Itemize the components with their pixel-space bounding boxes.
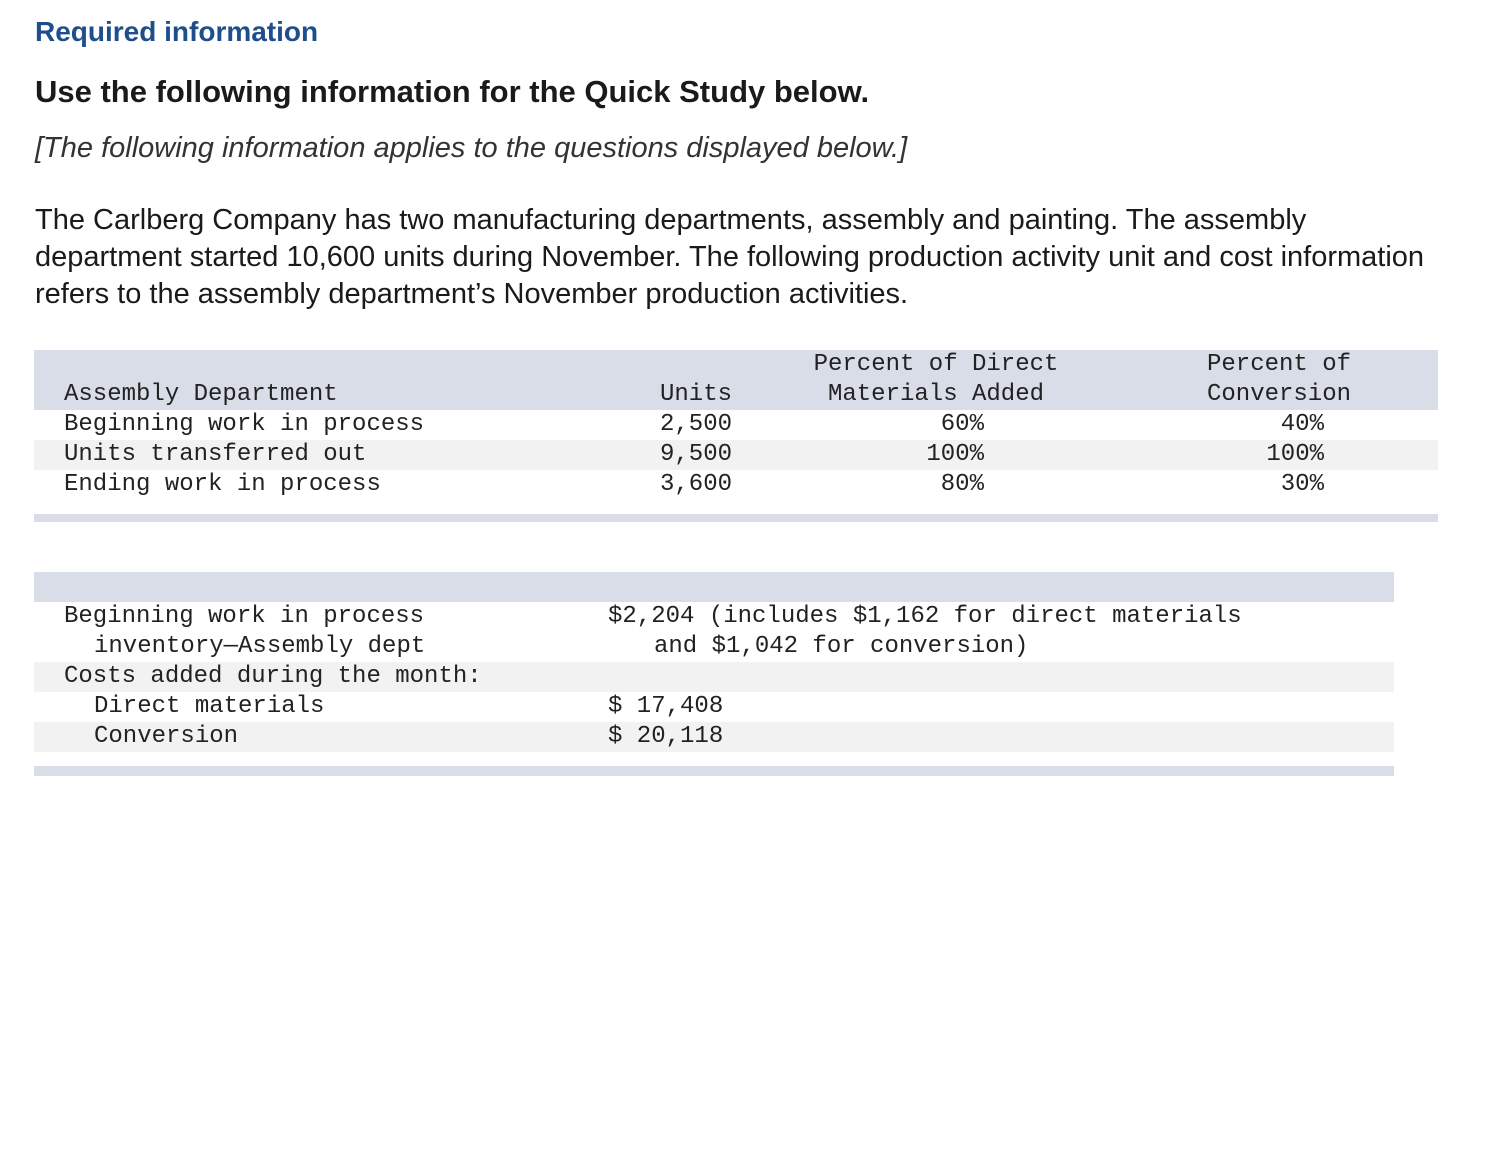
header-assembly-department: Assembly Department xyxy=(64,381,338,408)
bwip-value-line2: and $1,042 for conversion) xyxy=(654,633,1029,660)
units-table-footer-band xyxy=(34,514,1438,522)
problem-description: The Carlberg Company has two manufacturi… xyxy=(35,204,1425,310)
header-conversion-line2: Conversion xyxy=(1206,381,1352,408)
row-label: Beginning work in process xyxy=(64,411,425,438)
cost-table-header-band xyxy=(34,572,1394,602)
costs-added-label: Costs added during the month: xyxy=(64,663,482,690)
row-materials: 60% xyxy=(940,411,984,438)
row-label: Ending work in process xyxy=(64,471,381,498)
row-units: 9,500 xyxy=(659,441,732,468)
bwip-label-line1: Beginning work in process xyxy=(64,603,425,630)
units-table: Assembly Department Units Percent of Dir… xyxy=(34,350,1438,522)
bwip-label-line2: inventory—Assembly dept xyxy=(94,633,426,660)
header-units: Units xyxy=(659,381,732,408)
header-conversion-line1: Percent of xyxy=(1206,351,1352,378)
cost-table-alt-row xyxy=(34,662,1394,692)
header-materials-line2: Materials Added xyxy=(827,381,1045,408)
conversion-value: $ 20,118 xyxy=(608,723,724,750)
units-table-header-band xyxy=(34,350,1438,410)
row-conversion: 100% xyxy=(1266,441,1324,468)
instructions-heading: Use the following information for the Qu… xyxy=(35,74,870,109)
header-materials-line1: Percent of Direct xyxy=(813,351,1059,378)
row-label: Units transferred out xyxy=(64,441,367,468)
units-table-alt-row xyxy=(34,440,1438,470)
cost-table: Beginning work in process inventory—Asse… xyxy=(34,572,1394,776)
direct-materials-value: $ 17,408 xyxy=(608,693,724,720)
bwip-value-line1: $2,204 (includes $1,162 for direct mater… xyxy=(608,603,1242,630)
row-units: 2,500 xyxy=(659,411,732,438)
row-materials: 100% xyxy=(926,441,984,468)
row-conversion: 30% xyxy=(1280,471,1324,498)
cost-table-alt-row xyxy=(34,722,1394,752)
row-units: 3,600 xyxy=(659,471,732,498)
row-conversion: 40% xyxy=(1280,411,1324,438)
applies-note: [The following information applies to th… xyxy=(35,132,908,164)
cost-table-footer-band xyxy=(34,766,1394,776)
required-information-heading: Required information xyxy=(35,16,319,47)
direct-materials-label: Direct materials xyxy=(94,693,325,720)
conversion-label: Conversion xyxy=(94,723,239,750)
row-materials: 80% xyxy=(940,471,984,498)
